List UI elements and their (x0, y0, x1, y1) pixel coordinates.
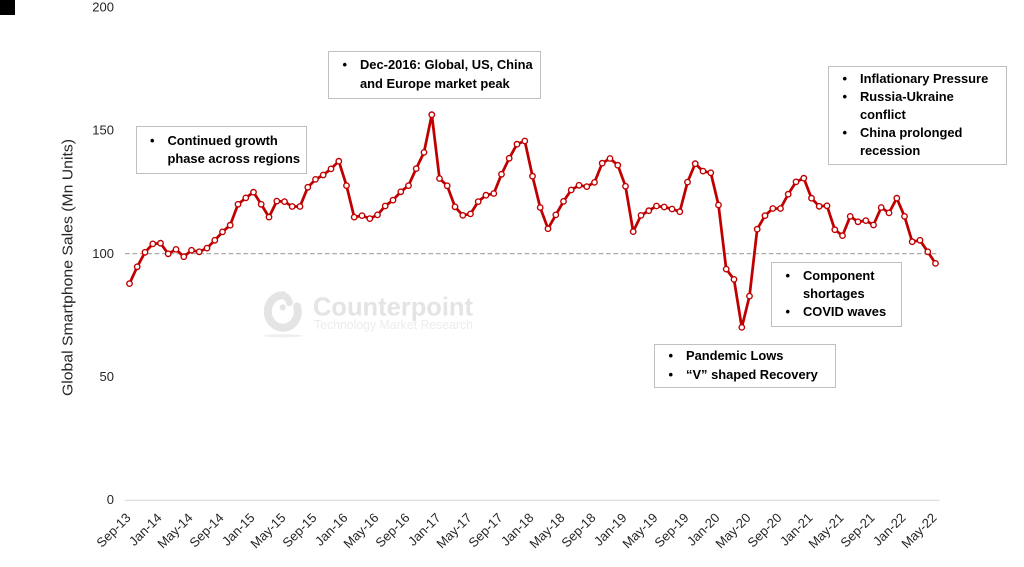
svg-text:Sep-16: Sep-16 (372, 510, 412, 550)
svg-text:Global Smartphone Sales (Mn Un: Global Smartphone Sales (Mn Units) (60, 139, 77, 396)
svg-text:May-20: May-20 (712, 510, 753, 551)
svg-text:May-17: May-17 (433, 510, 474, 551)
svg-text:May-15: May-15 (247, 510, 288, 551)
svg-text:Sep-15: Sep-15 (279, 510, 319, 550)
svg-text:Sep-17: Sep-17 (465, 510, 505, 550)
svg-text:Sep-13: Sep-13 (93, 510, 133, 550)
svg-text:May-16: May-16 (340, 510, 381, 551)
svg-text:200: 200 (92, 0, 114, 15)
svg-text:Sep-20: Sep-20 (744, 510, 784, 550)
svg-text:150: 150 (92, 123, 114, 138)
svg-text:May-19: May-19 (619, 510, 660, 551)
svg-text:0: 0 (107, 492, 114, 507)
svg-text:Counterpoint: Counterpoint (313, 292, 473, 322)
svg-text:May-21: May-21 (805, 510, 846, 551)
svg-text:50: 50 (100, 369, 114, 384)
svg-text:Sep-14: Sep-14 (186, 510, 226, 550)
svg-text:May-18: May-18 (526, 510, 567, 551)
svg-text:Technology Market Research: Technology Market Research (314, 318, 473, 332)
svg-text:May-22: May-22 (898, 510, 939, 551)
svg-text:Sep-19: Sep-19 (651, 510, 691, 550)
svg-text:100: 100 (92, 246, 114, 261)
svg-text:Sep-18: Sep-18 (558, 510, 598, 550)
svg-text:May-14: May-14 (154, 510, 195, 551)
svg-text:Sep-21: Sep-21 (837, 510, 877, 550)
